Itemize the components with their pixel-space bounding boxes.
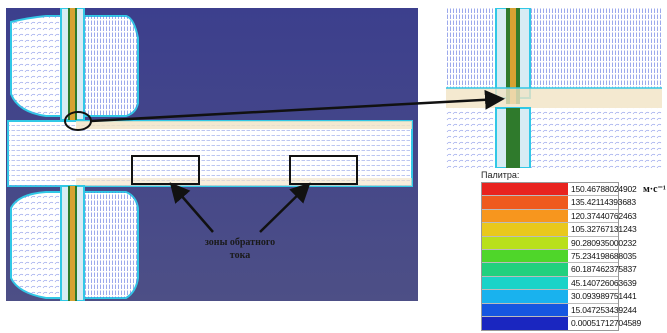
upper-injector	[10, 8, 139, 121]
legend-row: 105.32767131243	[482, 223, 637, 237]
legend-row: 135.42114393683	[482, 196, 636, 210]
legend-row: 120.37440762463	[482, 209, 637, 224]
legend-swatch	[482, 276, 568, 290]
palette-legend: Палитра: 150.46788024902 135.42114393683 1…	[481, 170, 666, 333]
legend-value: 120.37440762463	[571, 210, 637, 221]
legend-row: 45.140726063639	[482, 276, 637, 291]
legend-row: 150.46788024902	[482, 183, 637, 197]
legend-row: 15.047253439244	[482, 303, 637, 317]
zoom-inset-view	[446, 8, 662, 168]
pointer-arrow-right	[259, 182, 311, 233]
legend-value: 0.00051712704589	[571, 317, 642, 328]
legend-value: 90.280935000232	[571, 237, 637, 248]
legend-row: 75.234198688035	[482, 249, 637, 264]
legend-swatch	[482, 183, 568, 196]
legend-value: 105.32767131243	[571, 224, 637, 235]
legend-swatch	[482, 303, 568, 316]
legend-row: 0.00051712704589	[482, 316, 641, 331]
legend-swatch	[482, 209, 568, 223]
legend-value: 135.42114393683	[571, 197, 636, 208]
legend-swatch	[482, 249, 568, 263]
legend-swatch	[482, 236, 568, 249]
legend-value: 15.047253439244	[571, 304, 637, 315]
caption-line-2: тока	[229, 250, 251, 261]
legend-value: 30.093989751441	[571, 291, 637, 302]
legend-row: 60.187462375837	[482, 263, 637, 277]
legend-value: 60.187462375837	[571, 264, 637, 275]
caption-line-1: зоны обратного	[204, 237, 276, 248]
legend-swatch	[482, 316, 568, 331]
lower-injector	[10, 185, 139, 301]
legend-value: 75.234198688035	[571, 250, 637, 261]
legend-swatch	[482, 196, 568, 209]
legend-swatch	[482, 290, 568, 303]
pointer-arrow-left	[169, 182, 214, 233]
recirculation-zones-label: зоны обратного тока	[180, 236, 300, 262]
zoom-arrow	[90, 89, 505, 123]
recirculation-zone-box-left	[131, 155, 200, 185]
legend-swatch	[482, 223, 568, 236]
legend-swatch	[482, 263, 568, 276]
legend-title: Палитра:	[481, 170, 520, 180]
recirculation-zone-box-right	[289, 155, 358, 185]
main-flow-view	[6, 8, 418, 301]
legend-row: 30.093989751441	[482, 290, 637, 304]
legend-value: 45.140726063639	[571, 277, 637, 288]
legend-row: 90.280935000232	[482, 236, 637, 250]
legend-value: 150.46788024902	[571, 184, 637, 194]
legend-rows: 150.46788024902 135.42114393683 120.374407…	[481, 182, 641, 332]
flow-channel	[7, 120, 413, 187]
legend-unit: м·с⁻¹	[643, 184, 666, 195]
